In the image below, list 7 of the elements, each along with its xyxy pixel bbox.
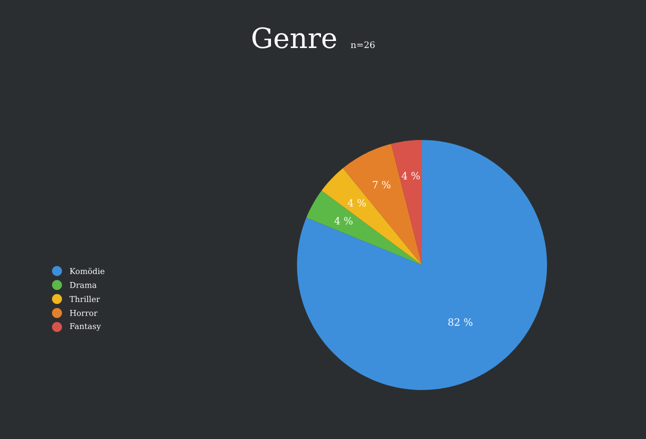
data-label: 82 % — [448, 318, 472, 326]
chart-subtitle: n=26 — [350, 41, 375, 48]
data-label: 4 % — [334, 217, 353, 225]
data-label: 4 % — [348, 199, 366, 207]
data-label: 7 % — [372, 180, 390, 188]
data-label: 4 % — [402, 172, 420, 180]
chart-title: Genre — [252, 27, 336, 48]
